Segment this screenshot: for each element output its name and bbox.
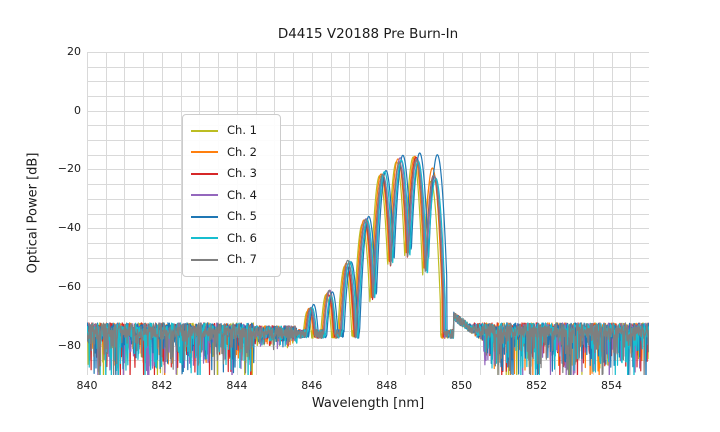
legend-item: Ch. 2 <box>191 142 272 164</box>
legend-item: Ch. 5 <box>191 206 272 228</box>
x-tick-label: 848 <box>376 379 398 392</box>
y-tick-label: 20 <box>67 45 81 58</box>
y-tick-label: −40 <box>57 221 81 235</box>
legend-line-swatch <box>191 215 218 218</box>
legend-item: Ch. 1 <box>191 120 272 142</box>
y-tick-label: 0 <box>74 103 81 117</box>
legend-label: Ch. 3 <box>227 166 257 180</box>
legend-item: Ch. 7 <box>191 249 272 271</box>
chart-canvas <box>87 52 649 375</box>
x-tick-label: 850 <box>451 379 473 392</box>
x-tick-label: 840 <box>76 379 98 392</box>
x-axis-label: Wavelength [nm] <box>311 396 425 411</box>
legend-label: Ch. 2 <box>227 144 257 159</box>
y-tick-label: −80 <box>57 338 81 352</box>
legend-item: Ch. 6 <box>191 228 272 250</box>
legend-line-swatch <box>191 129 218 132</box>
legend-line-swatch <box>191 194 218 197</box>
legend-label: Ch. 1 <box>227 123 257 137</box>
legend-line-swatch <box>191 151 218 154</box>
chart-title: D4415 V20188 Pre Burn-In <box>277 26 459 42</box>
x-tick-label: 852 <box>526 379 548 392</box>
x-tick-label: 844 <box>226 379 248 392</box>
legend-item: Ch. 4 <box>191 185 272 207</box>
x-tick-label: 846 <box>301 379 323 392</box>
x-tick-label: 854 <box>601 379 623 392</box>
legend-item: Ch. 3 <box>191 163 272 185</box>
y-tick-label: −60 <box>57 279 81 293</box>
x-tick-label: 842 <box>151 379 173 392</box>
legend-line-swatch <box>191 237 218 240</box>
legend-label: Ch. 5 <box>227 209 257 223</box>
legend: Ch. 1 Ch. 2 Ch. 3 Ch. 4 Ch. 5 Ch. 6 Ch. 7 <box>182 114 281 277</box>
legend-line-swatch <box>191 172 218 175</box>
legend-line-swatch <box>191 258 218 261</box>
legend-label: Ch. 7 <box>227 252 257 266</box>
legend-label: Ch. 4 <box>227 187 257 202</box>
y-tick-label: −20 <box>57 162 81 176</box>
plot-area: Ch. 1 Ch. 2 Ch. 3 Ch. 4 Ch. 5 Ch. 6 Ch. 7 <box>87 52 649 375</box>
legend-label: Ch. 6 <box>227 230 257 245</box>
